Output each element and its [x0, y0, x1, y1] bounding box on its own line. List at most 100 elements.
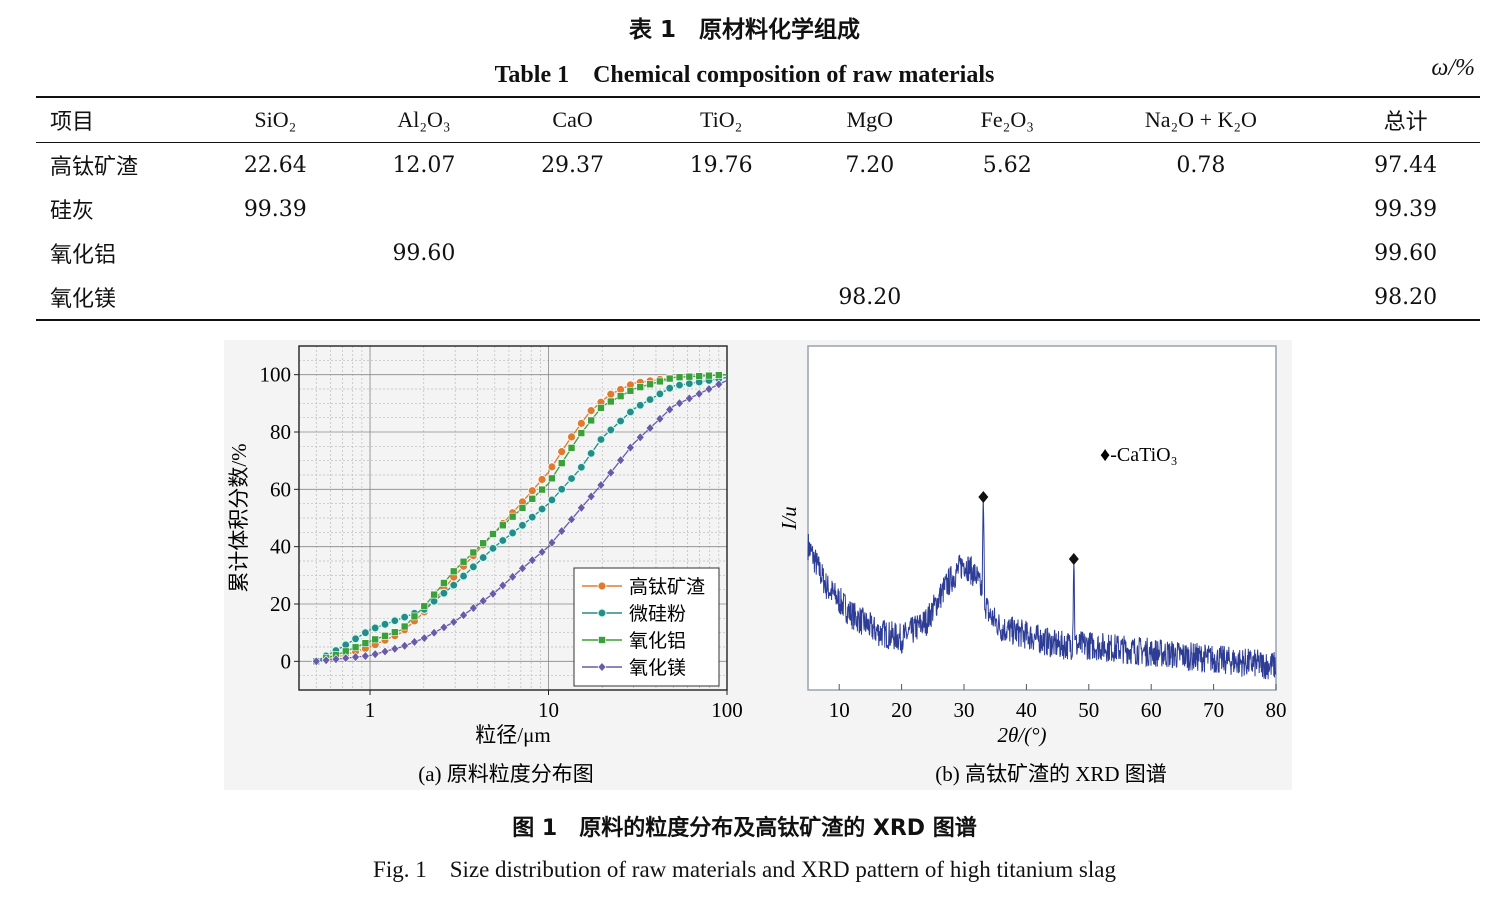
x-tick-label: 40 — [1016, 698, 1037, 722]
plot-frame — [298, 345, 728, 691]
y-axis-label: 累计体积分数/% — [227, 443, 251, 592]
data-point — [360, 651, 370, 662]
data-point — [597, 662, 607, 672]
figure-caption-cn: 图 1 原料的粒度分布及高钛矿渣的 XRD 图谱 — [512, 816, 977, 841]
chemical-composition-table: 项目 SiO₂ Al₂O₃ CaO TiO₂ MgO Fe₂O₃ Na₂O + … — [36, 96, 1480, 321]
data-point — [567, 514, 576, 525]
table-cell: 7.20 — [845, 152, 895, 178]
data-point — [557, 484, 567, 494]
data-point — [567, 432, 576, 442]
header-cell: Al₂O₃ — [397, 107, 451, 132]
data-point — [705, 371, 713, 380]
data-point — [468, 603, 478, 613]
data-point — [547, 537, 557, 548]
table-header-row: 项目 SiO₂ Al₂O₃ CaO TiO₂ MgO Fe₂O₃ Na₂O + … — [36, 97, 1480, 143]
data-point — [548, 474, 556, 483]
data-point — [598, 636, 606, 644]
table-cell: 0.78 — [1176, 152, 1226, 178]
legend-label: 氧化镁 — [629, 657, 686, 679]
data-point — [459, 610, 468, 621]
data-point — [311, 656, 321, 667]
data-point — [321, 655, 331, 666]
data-point — [479, 539, 487, 548]
data-point — [429, 627, 439, 638]
data-point — [331, 654, 341, 665]
data-point — [420, 602, 429, 611]
header-cell: 项目 — [50, 110, 95, 135]
y-tick-label: 60 — [270, 477, 291, 501]
data-point — [576, 462, 586, 472]
data-point — [537, 547, 547, 557]
data-point — [576, 502, 586, 513]
data-point — [351, 652, 360, 663]
table-cell — [498, 187, 647, 231]
data-point — [489, 530, 497, 538]
data-point — [508, 528, 518, 538]
data-point — [684, 378, 694, 389]
data-point — [547, 495, 557, 505]
data-point — [341, 653, 351, 664]
x-axis-label: 粒径/μm — [475, 723, 550, 747]
header-cell: MgO — [846, 107, 894, 132]
data-point — [370, 623, 380, 633]
data-point — [674, 380, 685, 390]
xrd-trace — [807, 496, 1277, 680]
data-point — [440, 579, 448, 587]
data-point — [459, 557, 468, 566]
header-cell: SiO₂ — [254, 107, 297, 132]
x-tick-label: 20 — [891, 698, 912, 722]
data-point — [430, 590, 438, 599]
table-cell — [201, 275, 350, 320]
table-cell — [647, 187, 796, 231]
data-point — [488, 543, 498, 553]
table-cell — [1070, 231, 1331, 275]
data-point — [400, 622, 409, 631]
data-point — [557, 447, 567, 457]
data-point — [655, 413, 665, 424]
data-point — [508, 571, 518, 582]
data-point — [616, 455, 626, 466]
data-point — [665, 383, 675, 393]
data-point — [518, 504, 527, 512]
data-point — [665, 374, 674, 383]
data-point — [646, 380, 654, 389]
header-cell: 总计 — [1383, 109, 1428, 134]
table-cell: 99.60 — [1374, 240, 1438, 266]
data-point — [704, 384, 714, 395]
particle-size-chart: 0 20 40 60 80 100 1 10 100 粒径/μm 累计体积分数/% 高钛矿渣微硅粉氧化… — [227, 345, 743, 786]
data-point — [371, 635, 379, 644]
table-row: 氧化镁 98.20 98.20 — [36, 275, 1480, 320]
data-point — [458, 571, 469, 581]
data-point — [400, 612, 410, 622]
table-cell: 氧化镁 — [50, 287, 117, 312]
x-tick-label: 70 — [1203, 698, 1224, 722]
data-point — [557, 459, 566, 467]
data-point — [498, 580, 508, 591]
data-point — [606, 425, 616, 435]
data-point — [606, 389, 616, 399]
table-cell — [944, 231, 1070, 275]
y-tick-label: 20 — [270, 592, 291, 616]
data-point — [557, 526, 567, 536]
legend-label: 氧化铝 — [629, 630, 686, 652]
data-point — [400, 640, 410, 651]
data-point — [596, 480, 606, 491]
data-point — [645, 423, 655, 433]
table-caption-cn: 表 1 原材料化学组成 — [628, 17, 860, 43]
data-point — [656, 377, 664, 386]
data-point — [586, 448, 596, 458]
x-tick-label: 1 — [365, 698, 376, 722]
table-cell: 98.20 — [838, 284, 902, 310]
y-tick-label: 0 — [281, 649, 292, 673]
data-point — [360, 628, 370, 638]
peak-marker-icon — [1068, 553, 1079, 565]
y-tick-label: 100 — [260, 363, 292, 387]
x-tick-label: 10 — [829, 698, 850, 722]
data-point — [645, 394, 655, 405]
data-point — [606, 397, 615, 406]
xrd-chart: ♦-CaTiO₃ 10 20 30 40 50 60 70 80 2θ/(°) I/u (b) 高钛矿… — [777, 345, 1287, 786]
table-cell — [647, 275, 796, 320]
data-point — [351, 643, 360, 652]
data-point — [597, 608, 607, 618]
data-point — [527, 486, 537, 496]
